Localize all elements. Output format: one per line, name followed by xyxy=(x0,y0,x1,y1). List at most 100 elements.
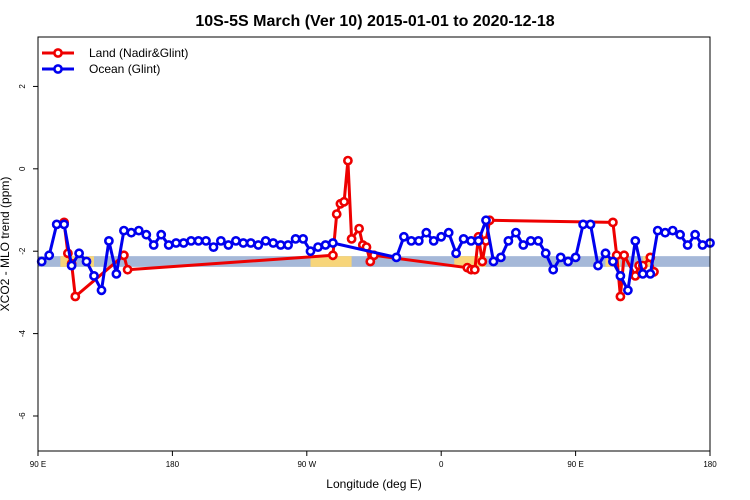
x-tick-label: 90 E xyxy=(567,460,583,469)
chart-title: 10S-5S March (Ver 10) 2015-01-01 to 2020… xyxy=(195,13,554,30)
y-tick-label: -6 xyxy=(18,412,27,420)
data-point xyxy=(178,238,189,248)
series-land xyxy=(59,155,659,302)
data-point xyxy=(525,235,536,246)
y-axis: 2 0 -2 -4 -6 xyxy=(18,84,38,420)
y-tick-label: -4 xyxy=(18,329,27,337)
data-point xyxy=(511,227,521,238)
data-point xyxy=(600,248,611,259)
legend-item: Ocean (Glint) xyxy=(42,62,160,76)
data-point xyxy=(548,264,559,275)
data-point xyxy=(637,268,648,279)
data-point xyxy=(585,219,596,230)
data-point xyxy=(652,225,663,236)
data-point xyxy=(193,235,204,246)
data-point xyxy=(74,248,84,259)
legend-marker xyxy=(53,48,63,58)
data-point xyxy=(406,235,417,246)
data-point xyxy=(81,256,92,267)
data-point xyxy=(201,235,211,246)
data-point xyxy=(156,229,167,240)
data-point xyxy=(253,240,264,250)
data-point xyxy=(208,242,219,252)
data-point xyxy=(630,235,641,246)
legend-label: Ocean (Glint) xyxy=(89,62,160,76)
data-point xyxy=(398,231,409,242)
data-point xyxy=(59,219,69,230)
data-point xyxy=(503,235,514,246)
x-axis: 90 E 180 90 W 0 90 E 180 xyxy=(30,451,717,469)
data-point xyxy=(346,233,357,244)
legend: Land (Nadir&Glint) Ocean (Glint) xyxy=(42,46,188,76)
data-point xyxy=(451,248,461,259)
data-point xyxy=(443,227,454,238)
data-point xyxy=(111,268,122,279)
data-point xyxy=(477,256,488,267)
data-point xyxy=(533,235,544,246)
data-point xyxy=(518,240,529,250)
data-point xyxy=(238,238,249,248)
y-tick-label: 2 xyxy=(18,84,27,89)
data-point xyxy=(570,252,581,263)
data-point xyxy=(563,256,573,267)
x-tick-label: 90 W xyxy=(297,460,316,469)
data-point xyxy=(667,225,678,236)
x-tick-label: 180 xyxy=(703,460,717,469)
data-point xyxy=(623,285,633,296)
legend-marker xyxy=(53,64,63,74)
data-point xyxy=(104,235,114,246)
data-point xyxy=(495,252,506,263)
data-point xyxy=(327,250,338,261)
y-tick-label: -2 xyxy=(18,247,27,255)
data-point xyxy=(608,217,618,228)
data-point xyxy=(488,256,499,267)
data-point xyxy=(473,235,484,246)
data-point xyxy=(428,235,439,246)
data-point xyxy=(436,231,447,242)
data-point xyxy=(458,233,469,244)
data-point xyxy=(36,256,47,267)
data-point xyxy=(122,264,133,275)
data-point xyxy=(89,270,99,281)
data-point xyxy=(421,227,432,238)
data-point xyxy=(215,235,226,246)
data-point xyxy=(223,240,234,250)
data-point xyxy=(290,233,301,244)
data-point xyxy=(608,256,618,267)
data-point xyxy=(268,238,279,248)
data-point xyxy=(413,235,424,246)
data-point xyxy=(615,291,626,302)
x-tick-label: 0 xyxy=(439,460,444,469)
data-point xyxy=(690,229,700,240)
data-point xyxy=(66,260,77,271)
data-point xyxy=(313,242,323,252)
data-point xyxy=(469,264,480,275)
data-point xyxy=(391,252,402,263)
series-layer xyxy=(36,155,715,302)
data-point xyxy=(555,252,566,263)
data-point xyxy=(660,227,671,238)
legend-item: Land (Nadir&Glint) xyxy=(42,46,188,60)
y-axis-label: XCO2 - MLO trend (ppm) xyxy=(0,177,12,312)
data-point xyxy=(283,240,293,250)
x-tick-label: 90 E xyxy=(30,460,46,469)
data-point xyxy=(305,246,316,257)
data-point xyxy=(645,268,656,279)
data-point xyxy=(327,238,338,248)
data-point xyxy=(339,196,349,207)
data-point xyxy=(44,250,55,261)
data-point xyxy=(615,270,626,281)
data-point xyxy=(320,240,331,250)
data-point xyxy=(126,227,137,238)
data-point xyxy=(163,240,174,250)
x-axis-label: Longitude (deg E) xyxy=(326,477,421,491)
data-point xyxy=(354,223,364,234)
data-point xyxy=(260,235,271,246)
y-tick-label: 0 xyxy=(18,166,27,171)
data-point xyxy=(342,155,353,166)
legend-label: Land (Nadir&Glint) xyxy=(89,46,188,60)
data-point xyxy=(171,238,181,248)
plot-frame xyxy=(37,36,711,452)
data-point xyxy=(298,233,308,244)
